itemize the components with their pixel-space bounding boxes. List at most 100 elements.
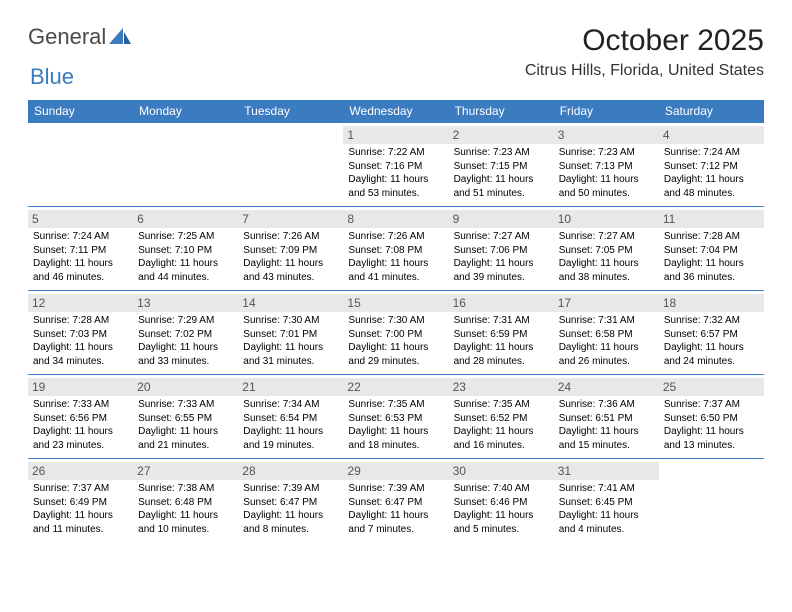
weekday-header: Monday	[133, 100, 238, 123]
calendar-day-cell: 22Sunrise: 7:35 AMSunset: 6:53 PMDayligh…	[343, 375, 448, 459]
day-details: Sunrise: 7:36 AMSunset: 6:51 PMDaylight:…	[559, 398, 654, 452]
day-number: 29	[343, 462, 448, 480]
weekday-header: Sunday	[28, 100, 133, 123]
day-number: 27	[133, 462, 238, 480]
day-details: Sunrise: 7:31 AMSunset: 6:59 PMDaylight:…	[454, 314, 549, 368]
month-title: October 2025	[525, 24, 764, 58]
calendar-table: SundayMondayTuesdayWednesdayThursdayFrid…	[28, 100, 764, 542]
day-details: Sunrise: 7:37 AMSunset: 6:50 PMDaylight:…	[664, 398, 759, 452]
day-details: Sunrise: 7:27 AMSunset: 7:06 PMDaylight:…	[454, 230, 549, 284]
calendar-day-cell: 17 Sunrise: 7:31 AMSunset: 6:58 PMDayligh…	[554, 291, 659, 375]
day-details: Sunrise: 7:29 AMSunset: 7:02 PMDaylight:…	[138, 314, 233, 368]
calendar-day-cell: 9 Sunrise: 7:27 AMSunset: 7:06 PMDaylight…	[449, 207, 554, 291]
weekday-header: Saturday	[659, 100, 764, 123]
day-number: 25	[659, 378, 764, 396]
day-number: 12	[28, 294, 133, 312]
calendar-day-cell: 10 Sunrise: 7:27 AMSunset: 7:05 PMDayligh…	[554, 207, 659, 291]
day-details: Sunrise: 7:24 AMSunset: 7:11 PMDaylight:…	[33, 230, 128, 284]
day-details: Sunrise: 7:27 AMSunset: 7:05 PMDaylight:…	[559, 230, 654, 284]
day-number: 4	[659, 126, 764, 144]
calendar-day-cell: 19Sunrise: 7:33 AMSunset: 6:56 PMDayligh…	[28, 375, 133, 459]
calendar-day-cell: 29Sunrise: 7:39 AMSunset: 6:47 PMDayligh…	[343, 459, 448, 543]
calendar-week-row: 19Sunrise: 7:33 AMSunset: 6:56 PMDayligh…	[28, 375, 764, 459]
day-details: Sunrise: 7:24 AMSunset: 7:12 PMDaylight:…	[664, 146, 759, 200]
calendar-day-cell: 1 Sunrise: 7:22 AMSunset: 7:16 PMDaylight…	[343, 123, 448, 207]
calendar-day-cell: 13 Sunrise: 7:29 AMSunset: 7:02 PMDayligh…	[133, 291, 238, 375]
day-details: Sunrise: 7:38 AMSunset: 6:48 PMDaylight:…	[138, 482, 233, 536]
day-details: Sunrise: 7:39 AMSunset: 6:47 PMDaylight:…	[243, 482, 338, 536]
calendar-day-cell: 12 Sunrise: 7:28 AMSunset: 7:03 PMDayligh…	[28, 291, 133, 375]
logo-sail-icon	[109, 28, 131, 46]
day-details: Sunrise: 7:30 AMSunset: 7:01 PMDaylight:…	[243, 314, 338, 368]
weekday-header: Tuesday	[238, 100, 343, 123]
day-number: 20	[133, 378, 238, 396]
calendar-day-cell: 21 Sunrise: 7:34 AMSunset: 6:54 PMDayligh…	[238, 375, 343, 459]
day-details: Sunrise: 7:28 AMSunset: 7:04 PMDaylight:…	[664, 230, 759, 284]
weekday-header: Wednesday	[343, 100, 448, 123]
day-details: Sunrise: 7:26 AMSunset: 7:08 PMDaylight:…	[348, 230, 443, 284]
calendar-day-cell: 2Sunrise: 7:23 AMSunset: 7:15 PMDaylight…	[449, 123, 554, 207]
calendar-body: 1 Sunrise: 7:22 AMSunset: 7:16 PMDaylight…	[28, 123, 764, 543]
day-number: 26	[28, 462, 133, 480]
day-number: 8	[343, 210, 448, 228]
calendar-week-row: 5Sunrise: 7:24 AMSunset: 7:11 PMDaylight…	[28, 207, 764, 291]
weekday-header: Friday	[554, 100, 659, 123]
day-details: Sunrise: 7:28 AMSunset: 7:03 PMDaylight:…	[33, 314, 128, 368]
calendar-day-cell: 26Sunrise: 7:37 AMSunset: 6:49 PMDayligh…	[28, 459, 133, 543]
calendar-day-cell: 8 Sunrise: 7:26 AMSunset: 7:08 PMDaylight…	[343, 207, 448, 291]
day-number: 16	[449, 294, 554, 312]
day-details: Sunrise: 7:34 AMSunset: 6:54 PMDaylight:…	[243, 398, 338, 452]
day-details: Sunrise: 7:35 AMSunset: 6:53 PMDaylight:…	[348, 398, 443, 452]
calendar-header-row: SundayMondayTuesdayWednesdayThursdayFrid…	[28, 100, 764, 123]
day-details: Sunrise: 7:35 AMSunset: 6:52 PMDaylight:…	[454, 398, 549, 452]
day-number: 21	[238, 378, 343, 396]
day-number: 1	[343, 126, 448, 144]
calendar-day-cell: 5Sunrise: 7:24 AMSunset: 7:11 PMDaylight…	[28, 207, 133, 291]
calendar-day-cell: 31 Sunrise: 7:41 AMSunset: 6:45 PMDayligh…	[554, 459, 659, 543]
day-details: Sunrise: 7:25 AMSunset: 7:10 PMDaylight:…	[138, 230, 233, 284]
calendar-day-cell	[133, 123, 238, 207]
calendar-day-cell: 4 Sunrise: 7:24 AMSunset: 7:12 PMDaylight…	[659, 123, 764, 207]
day-number: 10	[554, 210, 659, 228]
calendar-day-cell: 7Sunrise: 7:26 AMSunset: 7:09 PMDaylight…	[238, 207, 343, 291]
day-number: 18	[659, 294, 764, 312]
calendar-day-cell	[28, 123, 133, 207]
logo: General	[28, 24, 133, 50]
calendar-week-row: 12 Sunrise: 7:28 AMSunset: 7:03 PMDayligh…	[28, 291, 764, 375]
day-number: 14	[238, 294, 343, 312]
calendar-day-cell: 27 Sunrise: 7:38 AMSunset: 6:48 PMDayligh…	[133, 459, 238, 543]
page: General October 2025 Citrus Hills, Flori…	[0, 0, 792, 562]
calendar-day-cell: 18Sunrise: 7:32 AMSunset: 6:57 PMDayligh…	[659, 291, 764, 375]
calendar-week-row: 26Sunrise: 7:37 AMSunset: 6:49 PMDayligh…	[28, 459, 764, 543]
calendar-day-cell: 23Sunrise: 7:35 AMSunset: 6:52 PMDayligh…	[449, 375, 554, 459]
day-number: 6	[133, 210, 238, 228]
day-number: 15	[343, 294, 448, 312]
calendar-day-cell: 24 Sunrise: 7:36 AMSunset: 6:51 PMDayligh…	[554, 375, 659, 459]
calendar-day-cell: 28 Sunrise: 7:39 AMSunset: 6:47 PMDayligh…	[238, 459, 343, 543]
day-number: 11	[659, 210, 764, 228]
day-details: Sunrise: 7:33 AMSunset: 6:55 PMDaylight:…	[138, 398, 233, 452]
calendar-day-cell: 25 Sunrise: 7:37 AMSunset: 6:50 PMDayligh…	[659, 375, 764, 459]
day-details: Sunrise: 7:41 AMSunset: 6:45 PMDaylight:…	[559, 482, 654, 536]
day-details: Sunrise: 7:23 AMSunset: 7:15 PMDaylight:…	[454, 146, 549, 200]
calendar-day-cell: 11 Sunrise: 7:28 AMSunset: 7:04 PMDayligh…	[659, 207, 764, 291]
calendar-day-cell: 6 Sunrise: 7:25 AMSunset: 7:10 PMDaylight…	[133, 207, 238, 291]
day-details: Sunrise: 7:26 AMSunset: 7:09 PMDaylight:…	[243, 230, 338, 284]
day-number: 17	[554, 294, 659, 312]
calendar-day-cell: 30Sunrise: 7:40 AMSunset: 6:46 PMDayligh…	[449, 459, 554, 543]
weekday-header: Thursday	[449, 100, 554, 123]
day-details: Sunrise: 7:22 AMSunset: 7:16 PMDaylight:…	[348, 146, 443, 200]
calendar-day-cell: 20 Sunrise: 7:33 AMSunset: 6:55 PMDayligh…	[133, 375, 238, 459]
day-number: 28	[238, 462, 343, 480]
calendar-day-cell: 16 Sunrise: 7:31 AMSunset: 6:59 PMDayligh…	[449, 291, 554, 375]
calendar-week-row: 1 Sunrise: 7:22 AMSunset: 7:16 PMDaylight…	[28, 123, 764, 207]
day-number: 3	[554, 126, 659, 144]
day-number: 24	[554, 378, 659, 396]
day-details: Sunrise: 7:31 AMSunset: 6:58 PMDaylight:…	[559, 314, 654, 368]
day-number: 13	[133, 294, 238, 312]
day-number: 9	[449, 210, 554, 228]
day-number: 31	[554, 462, 659, 480]
location: Citrus Hills, Florida, United States	[525, 62, 764, 80]
calendar-day-cell: 3Sunrise: 7:23 AMSunset: 7:13 PMDaylight…	[554, 123, 659, 207]
day-details: Sunrise: 7:33 AMSunset: 6:56 PMDaylight:…	[33, 398, 128, 452]
